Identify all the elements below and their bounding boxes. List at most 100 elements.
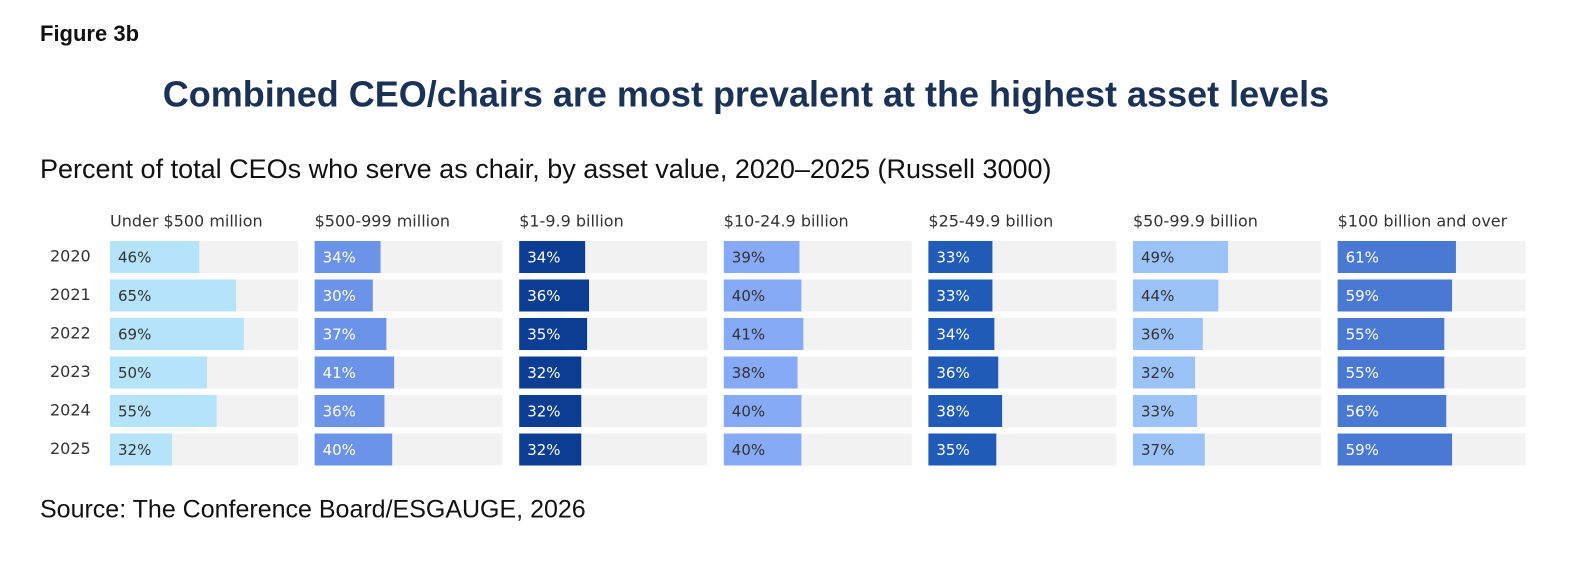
bar: [314, 356, 395, 389]
value-label: 36%: [936, 364, 969, 382]
value-label: 41%: [323, 364, 356, 382]
value-label: 41%: [732, 326, 765, 344]
value-label: 36%: [527, 287, 560, 305]
bar: [723, 279, 802, 312]
bar: [1337, 318, 1445, 350]
value-label: 61%: [1346, 249, 1379, 267]
row-label: 2022: [50, 324, 91, 343]
value-label: 37%: [323, 326, 356, 344]
value-label: 55%: [1346, 364, 1379, 382]
column-header: $100 billion and over: [1338, 212, 1508, 231]
bar: [1337, 241, 1456, 273]
value-label: 33%: [936, 249, 969, 267]
bar: [314, 318, 387, 350]
figure-label: Figure 3b: [40, 21, 139, 46]
bar: [519, 356, 582, 389]
bar: [314, 395, 385, 427]
value-label: 32%: [527, 403, 560, 421]
value-label: 34%: [936, 326, 969, 344]
bar: [110, 356, 207, 389]
bar: [519, 241, 586, 273]
value-label: 38%: [732, 364, 765, 382]
value-label: 59%: [1346, 441, 1379, 459]
bar: [519, 433, 582, 466]
value-label: 36%: [1141, 326, 1174, 344]
bar: [110, 433, 173, 466]
bar: [928, 433, 997, 466]
bar: [1133, 356, 1196, 389]
value-label: 32%: [527, 364, 560, 382]
bar: [928, 241, 993, 273]
value-label: 32%: [527, 441, 560, 459]
row-label: 2020: [50, 247, 91, 266]
value-label: 46%: [118, 249, 151, 267]
value-label: 32%: [118, 441, 151, 459]
value-label: 30%: [323, 287, 356, 305]
bar: [110, 241, 200, 273]
bar: [1337, 356, 1445, 389]
bar: [1337, 433, 1453, 466]
bar: [928, 318, 995, 350]
column-header: $1-9.9 billion: [519, 212, 624, 231]
bar: [1133, 279, 1219, 312]
value-label: 56%: [1346, 403, 1379, 421]
bar: [519, 318, 588, 350]
bar: [723, 433, 802, 466]
chart-subtitle: Percent of total CEOs who serve as chair…: [40, 154, 1052, 184]
value-label: 59%: [1346, 287, 1379, 305]
bar: [723, 318, 804, 350]
bar: [1337, 279, 1453, 312]
value-label: 37%: [1141, 441, 1174, 459]
value-label: 34%: [527, 249, 560, 267]
value-label: 40%: [732, 287, 765, 305]
bar: [110, 279, 237, 312]
value-label: 38%: [936, 403, 969, 421]
bar: [1133, 318, 1203, 350]
row-label: 2025: [50, 439, 91, 458]
row-label: 2021: [50, 285, 91, 304]
value-label: 50%: [118, 364, 151, 382]
bar: [314, 279, 373, 312]
value-label: 33%: [1141, 403, 1174, 421]
value-label: 40%: [323, 441, 356, 459]
source: Source: The Conference Board/ESGAUGE, 20…: [40, 496, 586, 524]
bar: [110, 318, 244, 350]
bar: [519, 395, 582, 427]
value-label: 49%: [1141, 249, 1174, 267]
value-label: 40%: [732, 441, 765, 459]
bar: [723, 395, 802, 427]
column-header: $50-99.9 billion: [1133, 212, 1258, 231]
value-label: 36%: [323, 403, 356, 421]
value-label: 65%: [118, 287, 151, 305]
bar: [110, 395, 217, 427]
value-label: 55%: [118, 403, 151, 421]
value-label: 44%: [1141, 287, 1174, 305]
value-label: 40%: [732, 403, 765, 421]
bar: [928, 395, 1003, 427]
value-label: 35%: [527, 326, 560, 344]
column-header: $500-999 million: [315, 212, 450, 231]
column-header: $25-49.9 billion: [928, 212, 1053, 231]
row-label: 2024: [50, 401, 91, 420]
column-header: Under $500 million: [110, 212, 263, 231]
value-label: 55%: [1346, 326, 1379, 344]
column-header: $10-24.9 billion: [724, 212, 849, 231]
bar: [314, 241, 381, 273]
bar: [928, 356, 999, 389]
bar: [314, 433, 393, 466]
value-label: 39%: [732, 249, 765, 267]
value-label: 69%: [118, 326, 151, 344]
bar: [1133, 395, 1198, 427]
chart-title: Combined CEO/chairs are most prevalent a…: [163, 74, 1329, 115]
bar: [1337, 395, 1447, 427]
bar: [928, 279, 993, 312]
value-label: 34%: [323, 249, 356, 267]
row-label: 2023: [50, 362, 91, 381]
bar: [1133, 241, 1229, 273]
bar: [723, 241, 800, 273]
bar: [1133, 433, 1205, 466]
value-label: 35%: [936, 441, 969, 459]
value-label: 32%: [1141, 364, 1174, 382]
value-label: 33%: [936, 287, 969, 305]
